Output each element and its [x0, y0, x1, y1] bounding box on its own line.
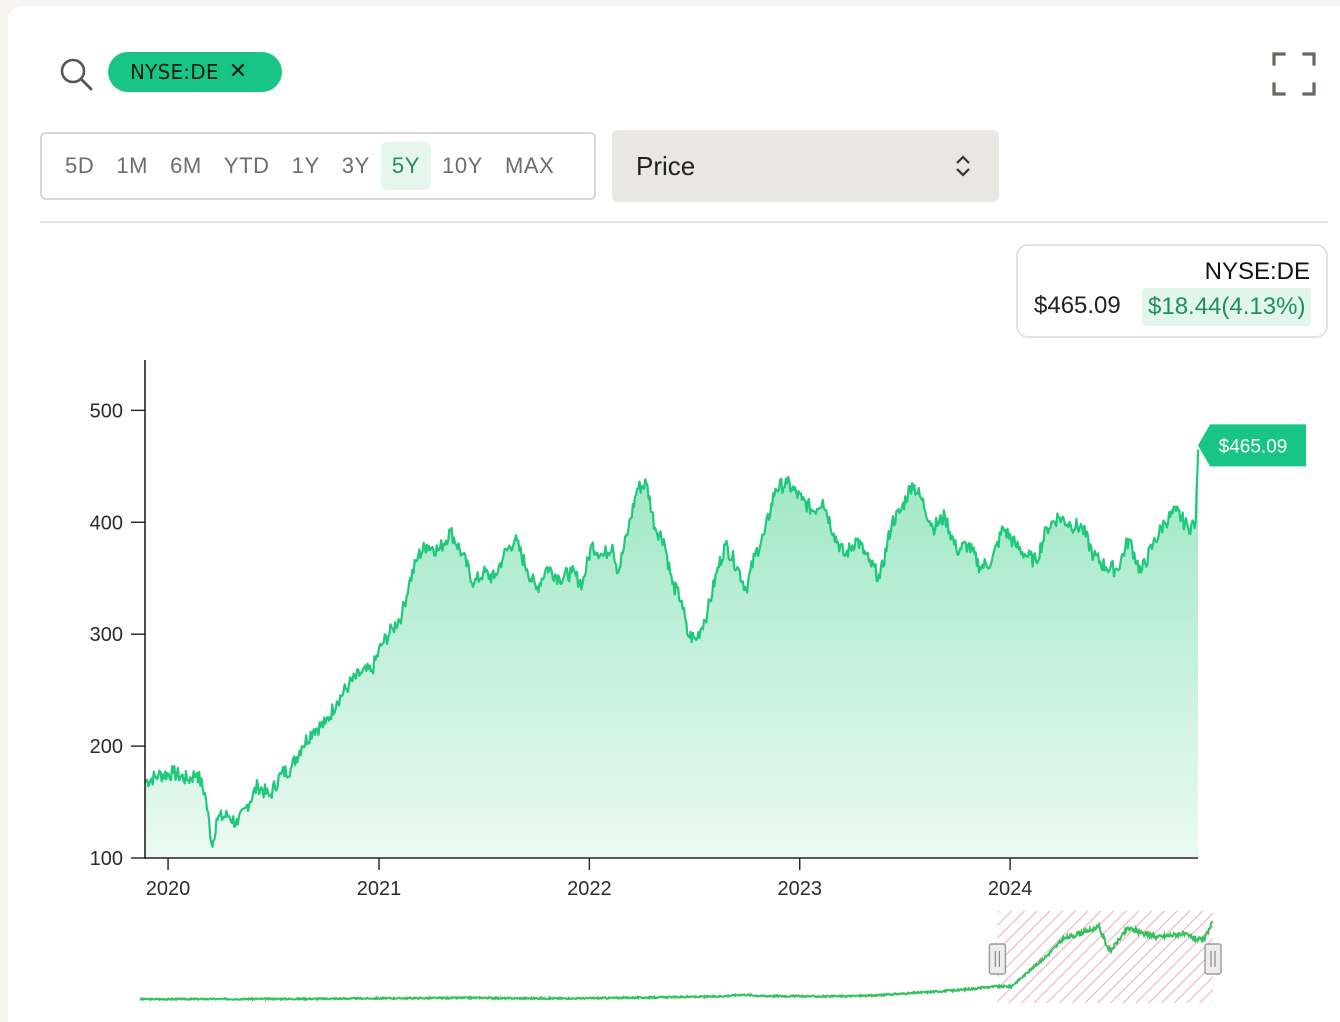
- navigator-selection[interactable]: [997, 911, 1213, 1003]
- tooltip-ticker: NYSE:DE: [1204, 258, 1310, 285]
- price-area: [145, 449, 1198, 858]
- ticker-chip[interactable]: NYSE:DE ✕: [108, 52, 282, 92]
- y-tick-label-300: 300: [90, 624, 123, 646]
- metric-select[interactable]: Price: [612, 130, 999, 202]
- header-divider: [40, 221, 1328, 223]
- time-range-selector: 5D 1M 6M YTD 1Y 3Y 5Y 10Y MAX: [40, 132, 596, 200]
- chevron-updown-icon: [956, 155, 970, 177]
- navigator-left-handle[interactable]: [988, 943, 1007, 975]
- close-icon[interactable]: ✕: [228, 59, 248, 84]
- fullscreen-icon[interactable]: [1272, 52, 1316, 96]
- y-tick-label-400: 400: [90, 512, 123, 534]
- tooltip-change: $18.44(4.13%): [1142, 288, 1312, 326]
- range-button-10y[interactable]: 10Y: [442, 153, 483, 178]
- price-tooltip: NYSE:DE $465.09 $18.44(4.13%): [1016, 244, 1328, 338]
- last-value-label: $465.09: [1219, 436, 1288, 457]
- price-line: [144, 449, 1200, 848]
- y-tick-label-100: 100: [90, 848, 123, 870]
- tooltip-price: $465.09: [1034, 292, 1121, 319]
- y-tick-label-500: 500: [90, 400, 123, 422]
- navigator-right-handle[interactable]: [1204, 943, 1222, 975]
- range-button-1m[interactable]: 1M: [116, 153, 149, 178]
- range-button-max[interactable]: MAX: [504, 153, 555, 178]
- x-tick-label-2020: 2020: [146, 878, 191, 900]
- last-value-flag: [1198, 424, 1306, 467]
- y-tick-label-200: 200: [90, 736, 123, 758]
- range-button-ytd[interactable]: YTD: [223, 153, 270, 178]
- range-button-1y[interactable]: 1Y: [291, 153, 320, 178]
- metric-select-value: Price: [636, 150, 696, 181]
- range-button-6m[interactable]: 6M: [170, 153, 202, 178]
- navigator-line: [139, 920, 1214, 1002]
- x-tick-label-2022: 2022: [567, 878, 612, 900]
- x-tick-label-2024: 2024: [988, 878, 1033, 900]
- x-tick-label-2023: 2023: [777, 878, 822, 900]
- search-icon[interactable]: [58, 56, 94, 92]
- range-button-3y[interactable]: 3Y: [341, 153, 370, 178]
- range-button-5y[interactable]: 5Y: [380, 142, 431, 190]
- ticker-chip-label: NYSE:DE: [130, 60, 219, 84]
- range-button-5d[interactable]: 5D: [65, 153, 95, 178]
- x-tick-label-2021: 2021: [357, 878, 402, 900]
